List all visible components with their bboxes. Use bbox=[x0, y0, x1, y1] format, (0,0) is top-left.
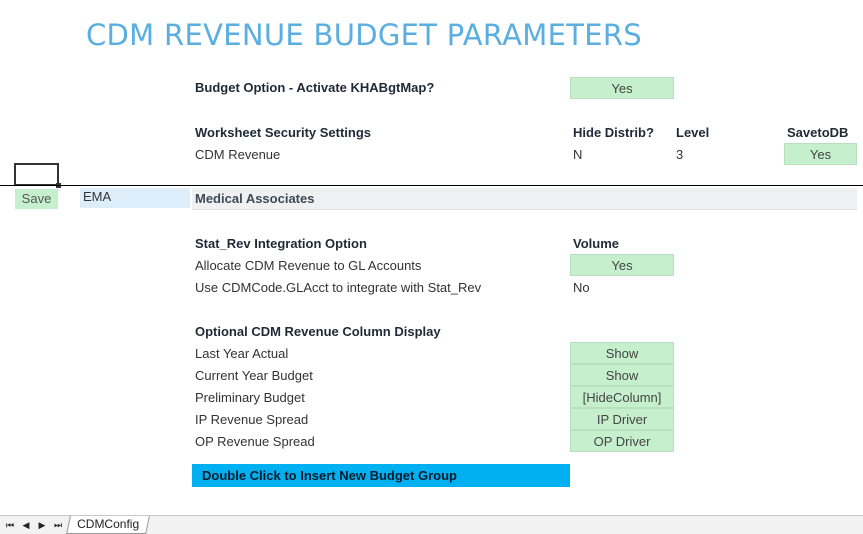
last-year-actual-value-cell[interactable]: Show bbox=[570, 342, 674, 364]
next-sheet-icon[interactable]: ▶ bbox=[38, 520, 46, 530]
sheet-tab-cdmconfig[interactable]: CDMConfig bbox=[66, 516, 150, 534]
allocate-gl-label: Allocate CDM Revenue to GL Accounts bbox=[195, 258, 422, 273]
freeze-pane-divider bbox=[0, 185, 863, 186]
ip-revenue-spread-label: IP Revenue Spread bbox=[195, 412, 309, 427]
volume-header: Volume bbox=[573, 236, 619, 251]
prev-sheet-icon[interactable]: ◀ bbox=[22, 520, 30, 530]
column-display-heading: Optional CDM Revenue Column Display bbox=[195, 324, 441, 339]
budget-option-value-cell[interactable]: Yes bbox=[570, 77, 674, 99]
sheet-tab-bar: ⏮ ◀ ▶ ⏭ CDMConfig bbox=[0, 515, 863, 534]
level-header: Level bbox=[676, 125, 710, 140]
entity-name-bar: Medical Associates bbox=[192, 188, 857, 210]
cdmcode-integrate-label: Use CDMCode.GLAcct to integrate with Sta… bbox=[195, 280, 482, 295]
op-revenue-spread-label: OP Revenue Spread bbox=[195, 434, 315, 449]
last-year-actual-label: Last Year Actual bbox=[195, 346, 289, 361]
insert-budget-group-button[interactable]: Double Click to Insert New Budget Group bbox=[192, 464, 570, 487]
stat-rev-heading: Stat_Rev Integration Option bbox=[195, 236, 367, 251]
preliminary-budget-label: Preliminary Budget bbox=[195, 390, 305, 405]
level-value[interactable]: 3 bbox=[676, 147, 684, 162]
op-revenue-spread-value-cell[interactable]: OP Driver bbox=[570, 430, 674, 452]
budget-option-label: Budget Option - Activate KHABgtMap? bbox=[195, 80, 435, 95]
security-row-label: CDM Revenue bbox=[195, 147, 281, 162]
last-sheet-icon[interactable]: ⏭ bbox=[53, 520, 63, 530]
active-cell-selection[interactable] bbox=[14, 163, 61, 188]
page-title: CDM REVENUE BUDGET PARAMETERS bbox=[86, 18, 643, 52]
sheet-tab-label: CDMConfig bbox=[77, 517, 140, 531]
savetodb-header: SavetoDB bbox=[787, 125, 849, 140]
hide-distrib-header: Hide Distrib? bbox=[573, 125, 654, 140]
cdmcode-integrate-value[interactable]: No bbox=[573, 280, 590, 295]
ip-revenue-spread-value-cell[interactable]: IP Driver bbox=[570, 408, 674, 430]
save-button[interactable]: Save bbox=[15, 189, 58, 209]
security-heading: Worksheet Security Settings bbox=[195, 125, 372, 140]
savetodb-value-cell[interactable]: Yes bbox=[784, 143, 857, 165]
first-sheet-icon[interactable]: ⏮ bbox=[5, 520, 15, 530]
current-year-budget-value-cell[interactable]: Show bbox=[570, 364, 674, 386]
allocate-gl-value-cell[interactable]: Yes bbox=[570, 254, 674, 276]
current-year-budget-label: Current Year Budget bbox=[195, 368, 313, 383]
hide-distrib-value[interactable]: N bbox=[573, 147, 583, 162]
preliminary-budget-value-cell[interactable]: [HideColumn] bbox=[570, 386, 674, 408]
entity-code-cell[interactable]: EMA bbox=[80, 188, 190, 208]
